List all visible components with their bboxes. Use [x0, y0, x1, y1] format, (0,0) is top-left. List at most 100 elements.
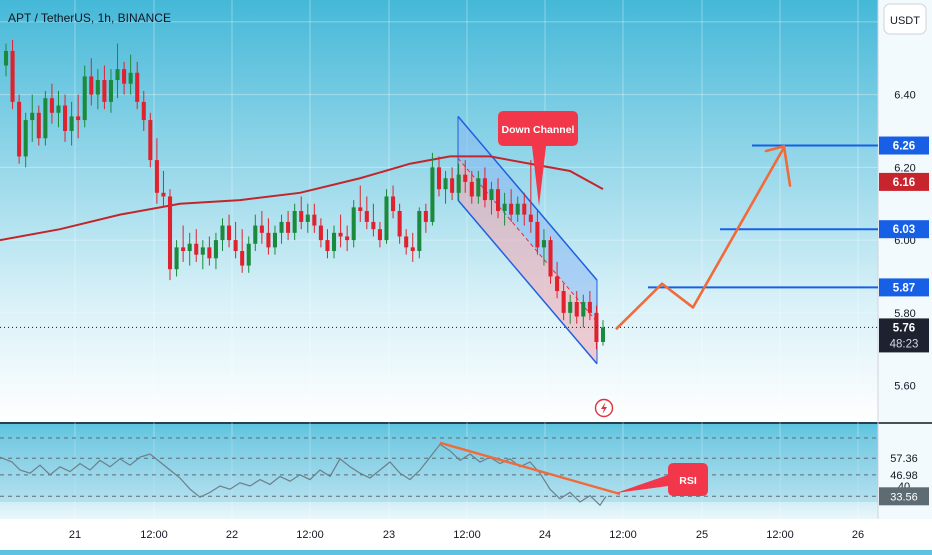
- rsi-tick-label: 57.36: [890, 453, 918, 465]
- candle-body: [286, 221, 291, 233]
- candle-body: [102, 80, 107, 102]
- time-tick-label: 12:00: [453, 529, 481, 541]
- rsi-line: [0, 443, 607, 507]
- candle-body: [509, 203, 514, 215]
- candle-body: [535, 221, 540, 248]
- candle-body: [436, 167, 442, 190]
- currency-button[interactable]: USDT: [883, 3, 927, 35]
- price-tick-label: 5.80: [894, 308, 915, 320]
- candle-body: [227, 225, 232, 241]
- candle-body: [253, 225, 258, 244]
- candle-body: [161, 192, 166, 197]
- candle-body: [3, 50, 9, 66]
- candle-body: [318, 225, 323, 241]
- candle-body: [30, 112, 35, 121]
- axes: 2112:002212:002312:002412:002512:00266.6…: [69, 17, 929, 541]
- price-badge-label: 5.87: [893, 282, 915, 294]
- lightning-icon[interactable]: [594, 398, 614, 418]
- candle-body: [115, 69, 120, 81]
- rsi-tick-label: 46.98: [890, 470, 918, 482]
- candle-body: [246, 243, 251, 266]
- channel-lower-line: [457, 199, 598, 365]
- candle-body: [391, 196, 396, 211]
- time-tick-label: 26: [852, 529, 864, 541]
- candle-body: [141, 101, 146, 121]
- candle-body: [384, 196, 389, 241]
- candle-body: [259, 225, 264, 233]
- candle-body: [200, 247, 205, 255]
- candle-body: [476, 178, 481, 197]
- time-tick-label: 23: [383, 529, 395, 541]
- candle-body: [331, 232, 337, 252]
- candle-body: [351, 207, 356, 241]
- rsi-label: RSI: [679, 475, 697, 487]
- candle-body: [561, 291, 566, 313]
- candle-body: [325, 240, 330, 252]
- candles: [3, 40, 606, 350]
- candle-body: [266, 232, 271, 248]
- candle-body: [555, 276, 560, 292]
- candle-body: [174, 247, 179, 270]
- time-tick-label: 12:00: [609, 529, 637, 541]
- rsi-indicator: [0, 437, 878, 507]
- rsi-divergence-line: [439, 441, 621, 496]
- candle-body: [371, 221, 376, 230]
- price-badge-label: 6.26: [893, 141, 915, 153]
- price-badge-label: 6.03: [893, 224, 915, 236]
- candle-body: [167, 196, 173, 270]
- candle-body: [63, 105, 68, 131]
- price-badge-level: [879, 220, 929, 239]
- candle-body: [469, 181, 474, 197]
- price-badge-label: 5.76: [893, 322, 915, 334]
- candle-body: [10, 50, 15, 102]
- candle-body: [299, 211, 304, 222]
- candle-body: [56, 105, 61, 113]
- candle-body: [522, 203, 527, 215]
- candle-body: [345, 236, 350, 241]
- candle-body: [417, 211, 422, 252]
- time-tick-label: 12:00: [766, 529, 794, 541]
- candle-body: [528, 214, 533, 222]
- time-tick-label: 12:00: [296, 529, 324, 541]
- candle-body: [364, 211, 369, 222]
- projection-path: [615, 146, 786, 331]
- symbol-title[interactable]: APT / TetherUS, 1h, BINANCE: [8, 11, 171, 25]
- candle-body: [358, 207, 363, 211]
- time-tick-label: 12:00: [140, 529, 168, 541]
- candle-body: [154, 160, 159, 193]
- candle-body: [279, 221, 284, 233]
- candle-body: [292, 211, 297, 233]
- candle-body: [213, 240, 218, 259]
- time-tick-label: 24: [539, 529, 551, 541]
- channel-upper-line: [457, 115, 598, 281]
- candle-body: [17, 101, 22, 157]
- candle-body: [305, 214, 310, 222]
- candle-body: [489, 189, 494, 201]
- time-axis-background: [0, 519, 932, 550]
- time-tick-label: 21: [69, 529, 81, 541]
- rsi-band: [0, 438, 878, 502]
- projection-arrow: [615, 144, 792, 331]
- price-axis-background: [878, 0, 932, 519]
- candle-body: [404, 236, 409, 248]
- rsi-callout[interactable]: RSI: [616, 463, 708, 496]
- candle-body: [49, 98, 54, 113]
- candle-body: [108, 80, 114, 102]
- price-badge-level: [879, 136, 929, 155]
- candle-body: [450, 178, 455, 193]
- candle-body: [377, 229, 382, 241]
- candle-body: [89, 76, 94, 95]
- candle-body: [43, 98, 48, 139]
- candle-body: [36, 112, 41, 139]
- candle-body: [581, 301, 586, 317]
- currency-label: USDT: [890, 15, 920, 27]
- candle-body: [187, 243, 192, 252]
- candle-body: [548, 240, 553, 277]
- target-levels: [0, 144, 878, 328]
- down-channel-callout[interactable]: Down Channel: [498, 111, 578, 206]
- main-pane-background: [0, 0, 878, 422]
- candle-body: [456, 174, 461, 193]
- price-badge-level: [879, 278, 929, 297]
